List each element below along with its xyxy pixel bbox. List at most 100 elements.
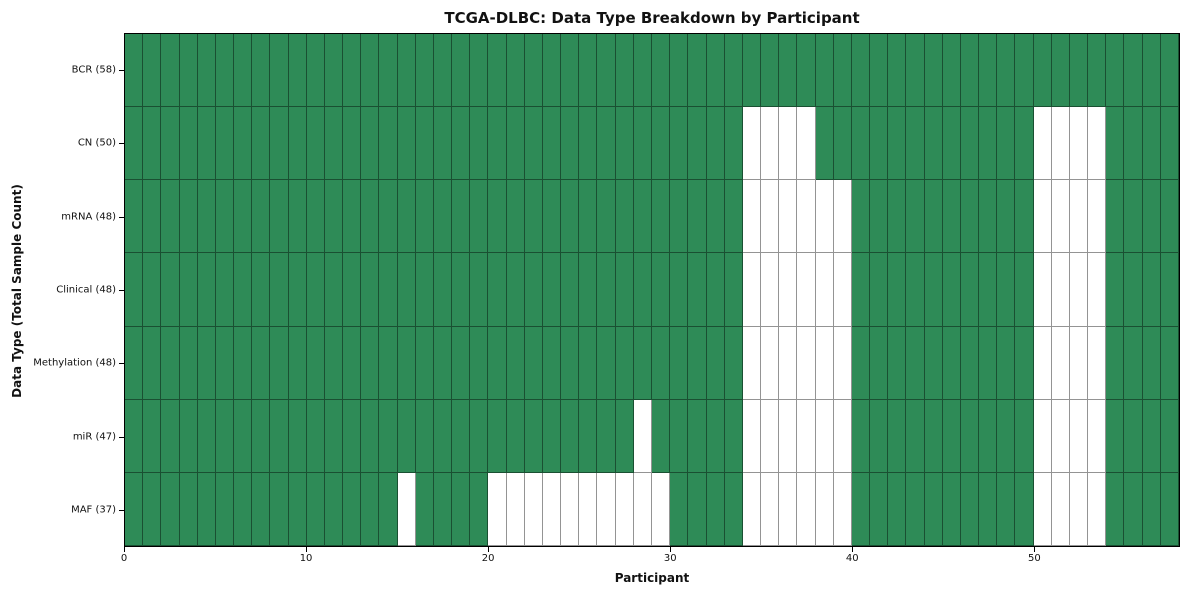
heatmap-cell: [524, 107, 543, 181]
heatmap-cell: [1160, 472, 1179, 546]
heatmap-cell: [1033, 253, 1052, 327]
heatmap-cell: [742, 34, 762, 108]
heatmap-cell: [888, 107, 907, 181]
heatmap-cell: [1088, 107, 1107, 181]
heatmap-cell: [797, 107, 816, 181]
heatmap-cell: [833, 180, 852, 254]
heatmap-cell: [1160, 326, 1179, 400]
heatmap-cell: [524, 399, 543, 473]
heatmap-cell: [670, 34, 689, 108]
heatmap-cell: [779, 180, 798, 254]
heatmap-cell: [1069, 34, 1089, 108]
heatmap-cell: [288, 107, 307, 181]
heatmap-cell: [942, 326, 961, 400]
heatmap-cell: [1124, 253, 1143, 327]
heatmap-cell: [1033, 472, 1052, 546]
heatmap-cell: [379, 472, 398, 546]
heatmap-cell: [579, 326, 598, 400]
heatmap-cell: [615, 107, 634, 181]
heatmap-cell: [797, 472, 816, 546]
heatmap-cell: [470, 399, 489, 473]
heatmap-cell: [924, 253, 943, 327]
heatmap-cell: [561, 34, 580, 108]
heatmap-cell: [197, 326, 216, 400]
heatmap-cell: [1069, 326, 1089, 400]
heatmap-cell: [306, 253, 325, 327]
heatmap-cell: [252, 107, 271, 181]
heatmap-cell: [1088, 326, 1107, 400]
heatmap-cell: [960, 326, 980, 400]
heatmap-cell: [960, 399, 980, 473]
heatmap-cell: [415, 180, 434, 254]
heatmap-cell: [851, 472, 871, 546]
y-axis-label: Data Type (Total Sample Count): [10, 184, 24, 398]
heatmap-cell: [651, 107, 671, 181]
heatmap-cell: [579, 180, 598, 254]
heatmap-cell: [1051, 253, 1070, 327]
heatmap-cell: [833, 326, 852, 400]
heatmap-cell: [724, 326, 743, 400]
heatmap-cell: [670, 253, 689, 327]
x-tick-label: 10: [299, 553, 313, 564]
heatmap-cell: [561, 326, 580, 400]
heatmap-cell: [870, 253, 889, 327]
heatmap-cell: [1051, 34, 1070, 108]
heatmap-cell: [670, 180, 689, 254]
heatmap-cell: [161, 107, 180, 181]
heatmap-cell: [270, 326, 289, 400]
heatmap-cell: [215, 180, 235, 254]
heatmap-cell: [906, 34, 925, 108]
heatmap-cell: [797, 326, 816, 400]
heatmap-cell: [415, 326, 434, 400]
heatmap-cell: [125, 472, 144, 546]
heatmap-cell: [815, 326, 834, 400]
heatmap-cell: [1106, 472, 1125, 546]
heatmap-cell: [851, 34, 871, 108]
heatmap-cell: [1106, 399, 1125, 473]
heatmap-cell: [1033, 399, 1052, 473]
heatmap-cell: [960, 253, 980, 327]
heatmap-cell: [888, 326, 907, 400]
plot-area: Present Absent: [124, 33, 1180, 547]
heatmap-cell: [942, 34, 961, 108]
heatmap-cell: [870, 326, 889, 400]
heatmap-cell: [306, 326, 325, 400]
heatmap-cell: [270, 472, 289, 546]
y-tick-label: MAF (37): [71, 504, 116, 516]
heatmap-cell: [542, 472, 562, 546]
heatmap-cell: [1124, 107, 1143, 181]
heatmap-cell: [1160, 34, 1179, 108]
heatmap-cell: [433, 472, 453, 546]
heatmap-cell: [542, 180, 562, 254]
heatmap-cell: [997, 253, 1016, 327]
heatmap-cell: [252, 326, 271, 400]
heatmap-cell: [215, 34, 235, 108]
heatmap-cell: [815, 34, 834, 108]
heatmap-cell: [125, 34, 144, 108]
heatmap-cell: [942, 253, 961, 327]
heatmap-cell: [161, 180, 180, 254]
heatmap-cell: [815, 180, 834, 254]
heatmap-cell: [125, 399, 144, 473]
heatmap-cell: [397, 253, 416, 327]
heatmap-cell: [234, 34, 253, 108]
heatmap-cell: [779, 34, 798, 108]
heatmap-cell: [343, 107, 362, 181]
heatmap-cell: [779, 253, 798, 327]
y-tick-mark: [119, 436, 124, 438]
heatmap-cell: [688, 107, 707, 181]
heatmap-cell: [488, 326, 507, 400]
heatmap-cell: [688, 472, 707, 546]
heatmap-cell: [579, 472, 598, 546]
heatmap-cell: [488, 253, 507, 327]
heatmap-cell: [324, 34, 344, 108]
heatmap-cell: [561, 107, 580, 181]
heatmap-cell: [252, 34, 271, 108]
heatmap-cell: [651, 34, 671, 108]
heatmap-cell: [542, 253, 562, 327]
heatmap-cell: [1015, 253, 1034, 327]
heatmap-cell: [161, 326, 180, 400]
heatmap-cell: [997, 399, 1016, 473]
heatmap-cell: [288, 34, 307, 108]
heatmap-cell: [1142, 399, 1161, 473]
